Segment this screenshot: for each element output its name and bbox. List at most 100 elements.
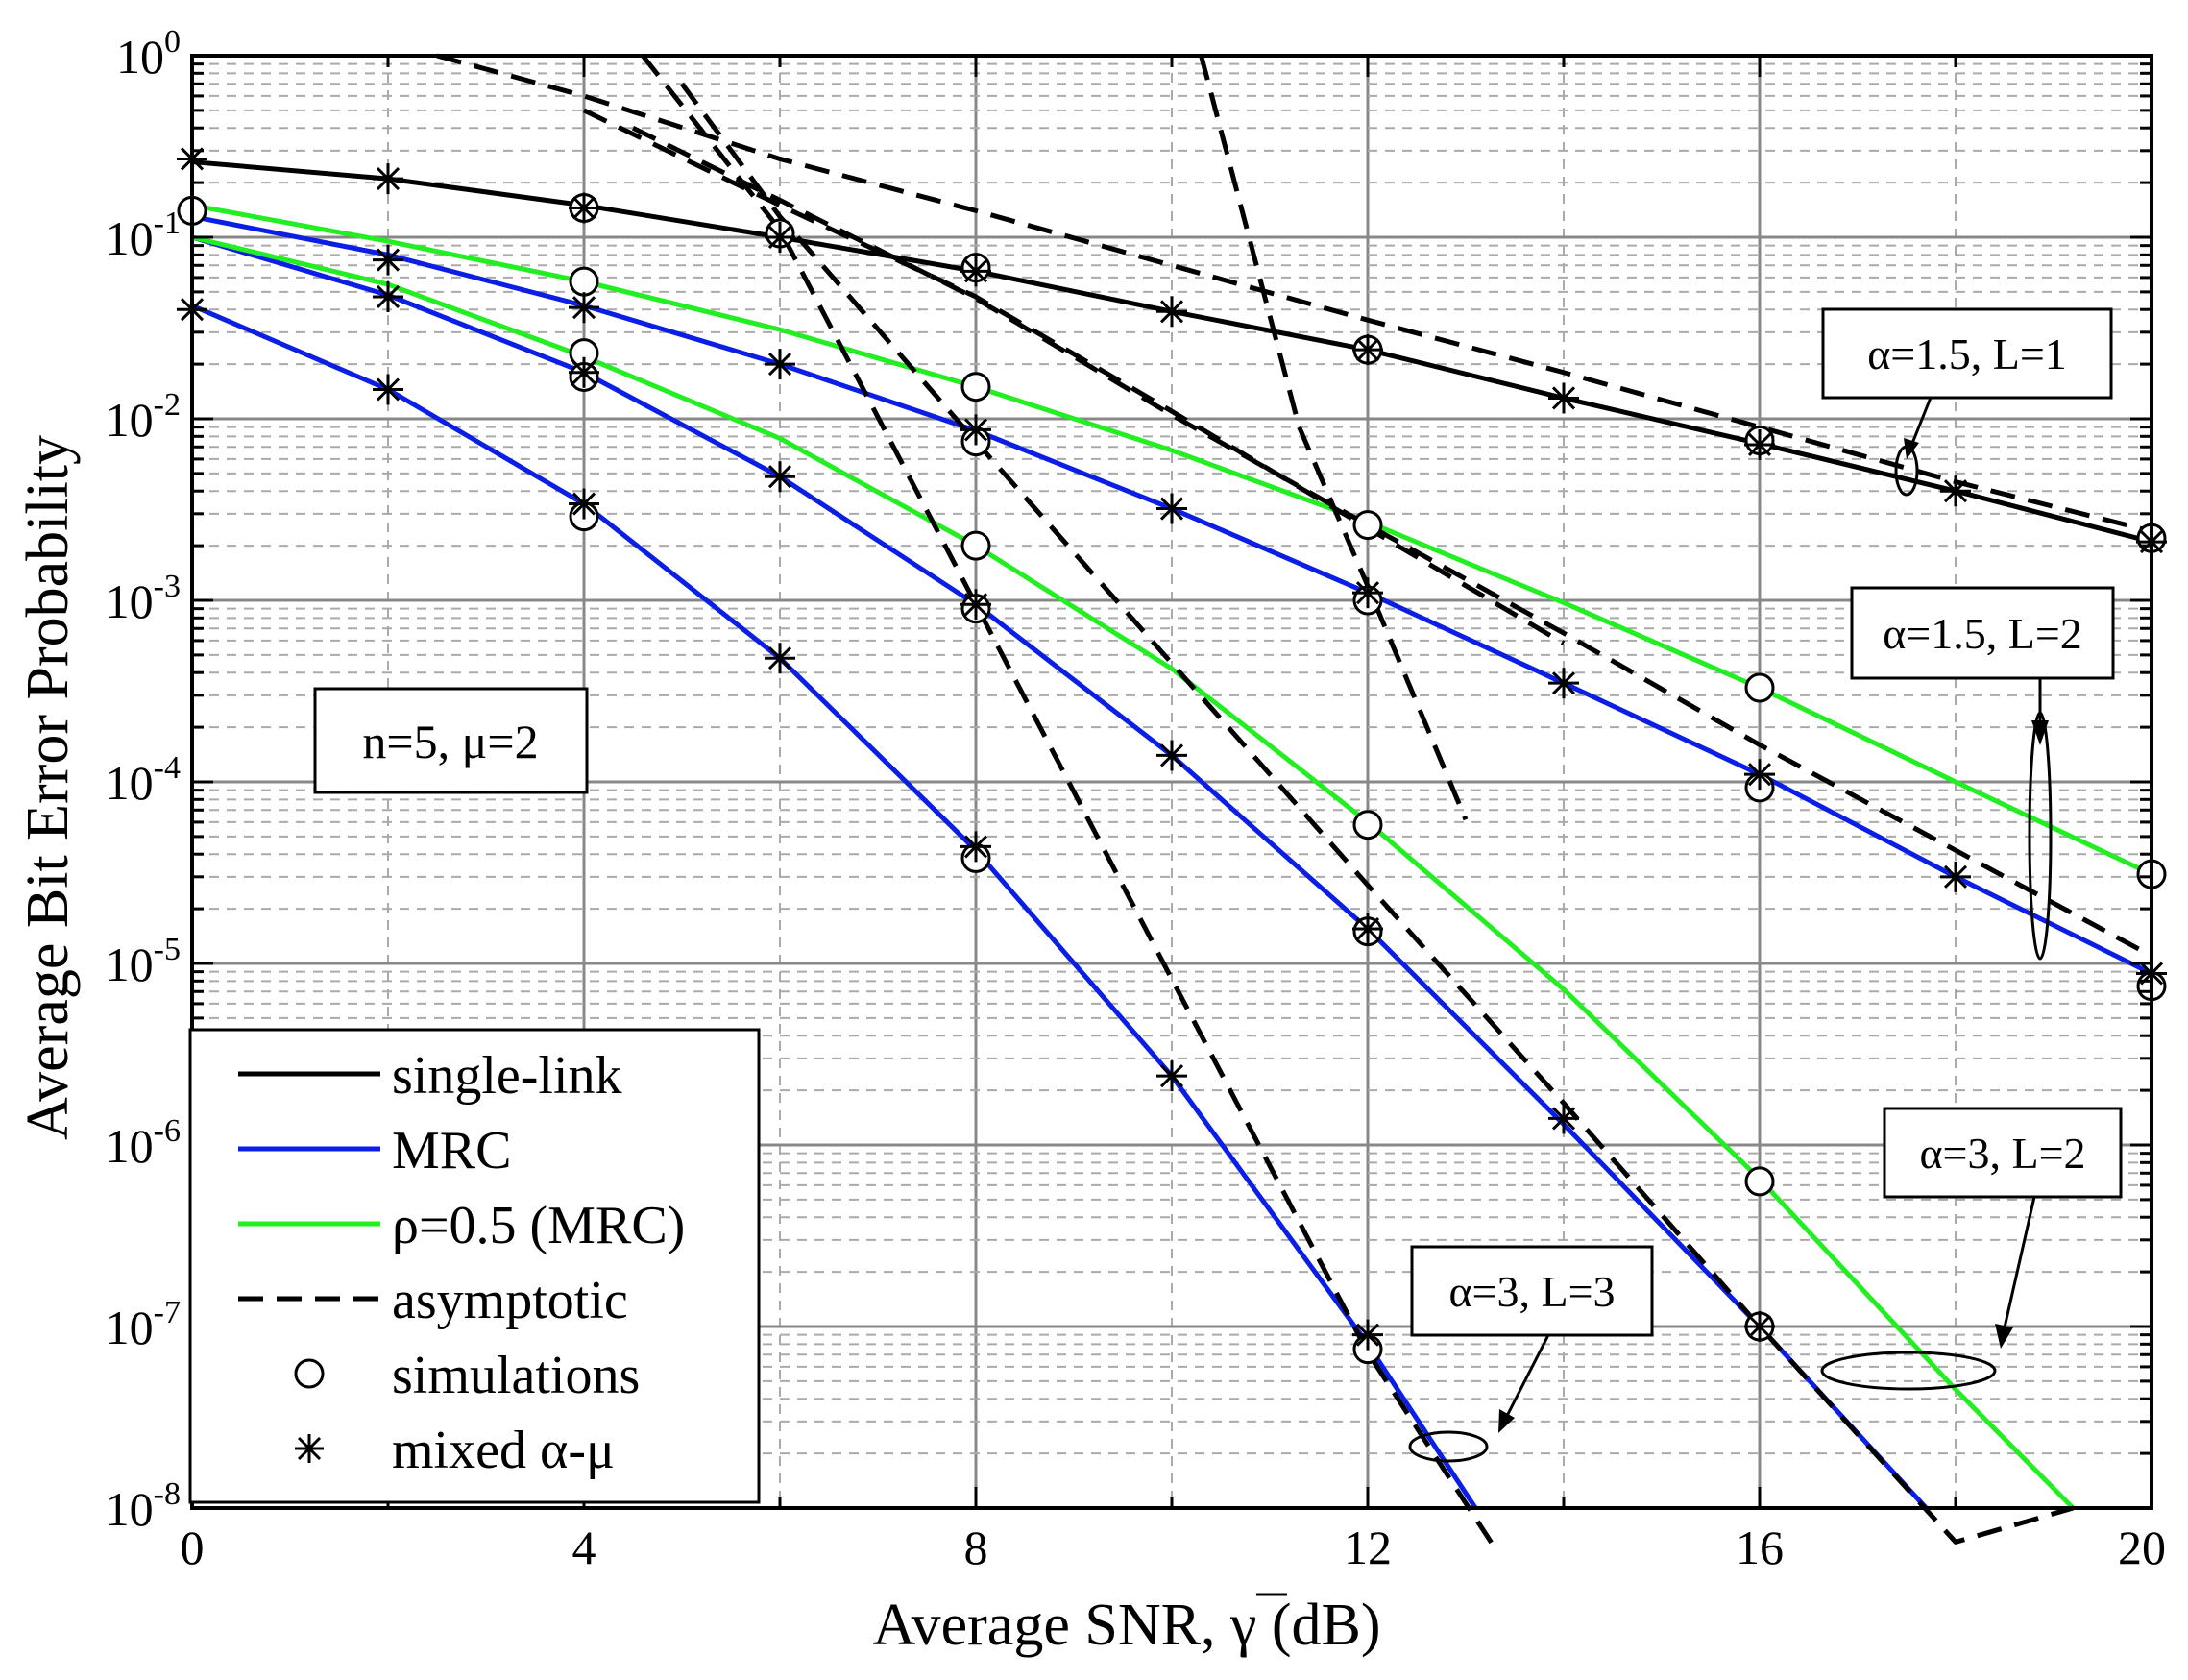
star-stroke — [376, 167, 401, 191]
y-tick-base: 10 — [106, 1119, 154, 1173]
param-box-frame — [313, 687, 589, 794]
simulation-marker — [960, 530, 991, 561]
legend-frame — [188, 1028, 761, 1504]
series-line-asym — [436, 53, 2152, 534]
annotation-a3-l3: α=3, L=3 — [1408, 1245, 1654, 1463]
star-stroke — [767, 465, 792, 489]
star-stroke — [571, 196, 596, 220]
y-tick-base: 10 — [106, 1301, 154, 1354]
star-stroke — [767, 353, 792, 377]
mixed-alpha-mu-marker — [373, 374, 403, 405]
mixed-alpha-mu-marker — [765, 461, 795, 493]
legend: single-link MRC ρ=0.5 (MRC) asymptotic s… — [188, 1028, 761, 1504]
y-tick-base: 10 — [106, 1482, 154, 1536]
x-axis-title-prefix: Average SNR, — [872, 1593, 1215, 1658]
legend-label: asymptotic — [392, 1271, 628, 1330]
star-stroke — [1551, 1107, 1576, 1131]
star-stroke — [571, 296, 596, 320]
mixed-alpha-mu-marker — [1548, 668, 1579, 699]
star-stroke — [571, 360, 596, 384]
annotation-arrow — [2003, 1196, 2036, 1328]
mixed-alpha-mu-marker — [1156, 493, 1187, 524]
markers — [177, 143, 2167, 1365]
star-stroke — [767, 646, 792, 670]
y-tick-exponent: -8 — [154, 1476, 181, 1512]
annotation-ellipse — [1408, 1430, 1489, 1463]
mixed-alpha-mu-marker — [960, 831, 991, 863]
mixed-alpha-mu-marker — [1352, 577, 1383, 609]
annotation-a3-l2: α=3, L=2 — [1820, 1107, 2123, 1391]
y-tick-base: 10 — [106, 756, 154, 810]
series-line-asym — [582, 108, 1566, 645]
mixed-alpha-mu-marker — [765, 222, 795, 253]
series-line-rho — [191, 203, 2153, 877]
series-line-mrc — [191, 234, 1929, 1510]
star-stroke — [1355, 581, 1380, 605]
series-line-asym — [641, 54, 1497, 1550]
mixed-alpha-mu-marker — [1548, 1103, 1579, 1134]
y-tick-base: 10 — [106, 574, 154, 628]
annotation-a15-l1: α=1.5, L=1 — [1821, 307, 2113, 497]
star-stroke — [1355, 338, 1380, 362]
mixed-alpha-mu-marker — [1940, 861, 1971, 892]
annotation-ellipse — [1820, 1351, 1997, 1391]
annotation-arrowhead — [1904, 438, 1919, 459]
star-stroke — [1551, 386, 1576, 410]
y-axis-title: Average Bit Error Probability — [15, 435, 81, 1140]
mixed-alpha-mu-marker — [569, 192, 599, 224]
star-stroke — [1943, 864, 1968, 889]
star-stroke — [963, 593, 988, 617]
y-tick-labels: 100 10-1 10-2 10-3 10-4 10-5 10-6 10-7 1… — [106, 24, 181, 1536]
star-stroke — [1159, 1064, 1184, 1088]
series-line-asym — [631, 125, 2153, 959]
series-line-asym — [1199, 55, 1469, 821]
y-tick-exponent: -2 — [154, 387, 181, 423]
annotation-label: α=3, L=3 — [1448, 1267, 1615, 1316]
annotation-box — [1850, 586, 2115, 680]
mixed-alpha-mu-marker — [1352, 1319, 1383, 1351]
y-tick-exponent: 0 — [164, 24, 181, 60]
y-tick-exponent: -3 — [154, 569, 181, 604]
x-tick-label: 12 — [1344, 1521, 1392, 1574]
star-stroke — [1355, 916, 1380, 941]
annotation-box — [1410, 1245, 1654, 1337]
param-box-text: n=5, μ=2 — [362, 715, 538, 768]
simulation-marker — [960, 372, 991, 402]
annotation-arrow — [1909, 397, 1933, 447]
star-stroke — [1159, 743, 1184, 767]
mixed-alpha-mu-marker — [1352, 913, 1383, 945]
mixed-alpha-mu-marker — [373, 163, 403, 195]
star-stroke — [1943, 479, 1968, 503]
x-tick-label: 8 — [964, 1521, 988, 1574]
star-stroke — [963, 418, 988, 442]
y-tick-base: 10 — [106, 393, 154, 447]
mixed-alpha-mu-marker — [569, 356, 599, 388]
y-tick-exponent: -5 — [154, 932, 181, 967]
annotation-arrowhead — [1995, 1324, 2013, 1349]
x-tick-label: 0 — [181, 1521, 205, 1574]
mixed-alpha-mu-marker — [569, 488, 599, 520]
mixed-alpha-mu-marker — [1744, 428, 1775, 460]
legend-label: MRC — [392, 1121, 512, 1181]
mixed-alpha-mu-marker — [1744, 1311, 1775, 1342]
mixed-alpha-mu-marker — [373, 244, 403, 276]
y-tick-label: 10-6 — [106, 1113, 181, 1173]
star-stroke — [1355, 1323, 1380, 1347]
mixed-alpha-mu-marker — [1156, 296, 1187, 328]
mixed-alpha-mu-marker — [1156, 740, 1187, 771]
annotation-box — [1821, 307, 2113, 400]
star-stroke — [963, 259, 988, 283]
legend-swatch-mixed — [295, 1434, 324, 1463]
legend-label: mixed α-μ — [392, 1421, 615, 1480]
x-axis-title-suffix: (dB) — [1272, 1593, 1381, 1658]
y-tick-base: 10 — [106, 937, 154, 991]
y-tick-label: 10-5 — [106, 932, 181, 991]
y-tick-label: 10-8 — [106, 1476, 181, 1536]
star-stroke — [376, 248, 401, 272]
y-tick-label: 10-3 — [106, 569, 181, 628]
mixed-alpha-mu-marker — [1352, 334, 1383, 366]
star-stroke — [1747, 763, 1772, 787]
simulation-marker — [1744, 1166, 1775, 1197]
mixed-alpha-mu-marker — [1156, 1060, 1187, 1092]
